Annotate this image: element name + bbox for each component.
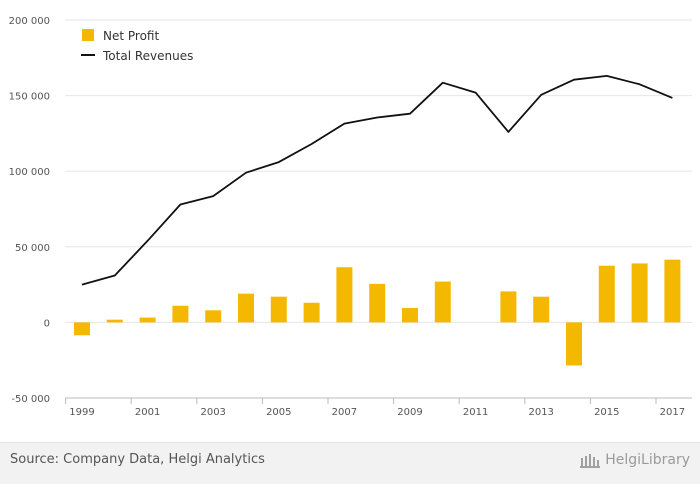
brand-name: HelgiLibrary xyxy=(605,452,690,468)
bar-net-profit-2008 xyxy=(369,283,386,323)
bar-net-profit-2004 xyxy=(238,293,254,323)
legend-label-total-revenues: Total Revenues xyxy=(102,49,193,63)
y-tick-label: 50 000 xyxy=(15,243,50,254)
bar-net-profit-2016 xyxy=(631,263,648,323)
bar-net-profit-2017 xyxy=(664,259,681,323)
y-tick-label: -50 000 xyxy=(11,394,50,405)
chart: -50 000 0 50 000 100 000 150 000 200 000 1999… xyxy=(9,16,692,418)
library-building-icon xyxy=(580,454,601,468)
bar-net-profit-2010 xyxy=(434,281,451,323)
y-axis-ticks: -50 000 0 50 000 100 000 150 000 200 000 xyxy=(9,16,50,405)
bar-series-net-profit xyxy=(74,259,681,366)
bar-net-profit-2000 xyxy=(106,319,123,323)
grid-lines xyxy=(65,19,692,323)
footer: Source: Company Data, Helgi Analytics He… xyxy=(0,442,700,484)
x-tick-label: 1999 xyxy=(69,407,94,418)
y-tick-label: 100 000 xyxy=(9,167,50,178)
y-tick-label: 0 xyxy=(44,318,50,329)
x-tick-label: 2007 xyxy=(332,407,357,418)
bar-net-profit-2014 xyxy=(566,322,582,366)
source-note: Source: Company Data, Helgi Analytics xyxy=(10,452,265,467)
bar-net-profit-2006 xyxy=(303,302,320,323)
bar-net-profit-2013 xyxy=(533,296,550,323)
bar-net-profit-2001 xyxy=(139,317,156,323)
bar-net-profit-2003 xyxy=(205,310,222,323)
x-tick-label: 2001 xyxy=(135,407,160,418)
bar-net-profit-2009 xyxy=(402,308,418,323)
legend-label-net-profit: Net Profit xyxy=(103,29,159,43)
bar-net-profit-1999 xyxy=(74,322,90,336)
y-tick-label: 150 000 xyxy=(9,92,50,103)
x-tick-label: 2017 xyxy=(660,407,685,418)
legend: Net Profit Total Revenues xyxy=(81,29,193,63)
bar-net-profit-2015 xyxy=(598,265,615,323)
bar-net-profit-2007 xyxy=(336,267,353,323)
x-tick-label: 2011 xyxy=(463,407,488,418)
brand-logo[interactable]: HelgiLibrary xyxy=(579,451,690,469)
legend-swatch-net-profit xyxy=(82,29,94,41)
x-tick-label: 2005 xyxy=(266,407,291,418)
x-tick-label: 2009 xyxy=(397,407,422,418)
y-tick-label: 200 000 xyxy=(9,16,50,27)
line-total-revenues xyxy=(81,75,673,286)
bar-net-profit-2002 xyxy=(172,305,189,323)
x-tick-label: 2015 xyxy=(594,407,619,418)
bar-net-profit-2012 xyxy=(500,291,517,323)
bar-net-profit-2005 xyxy=(270,296,287,323)
x-axis: 1999 2001 2003 2005 2007 2009 2011 2013 2015 2017 xyxy=(65,397,692,418)
x-tick-label: 2013 xyxy=(528,407,553,418)
x-tick-label: 2003 xyxy=(200,407,225,418)
